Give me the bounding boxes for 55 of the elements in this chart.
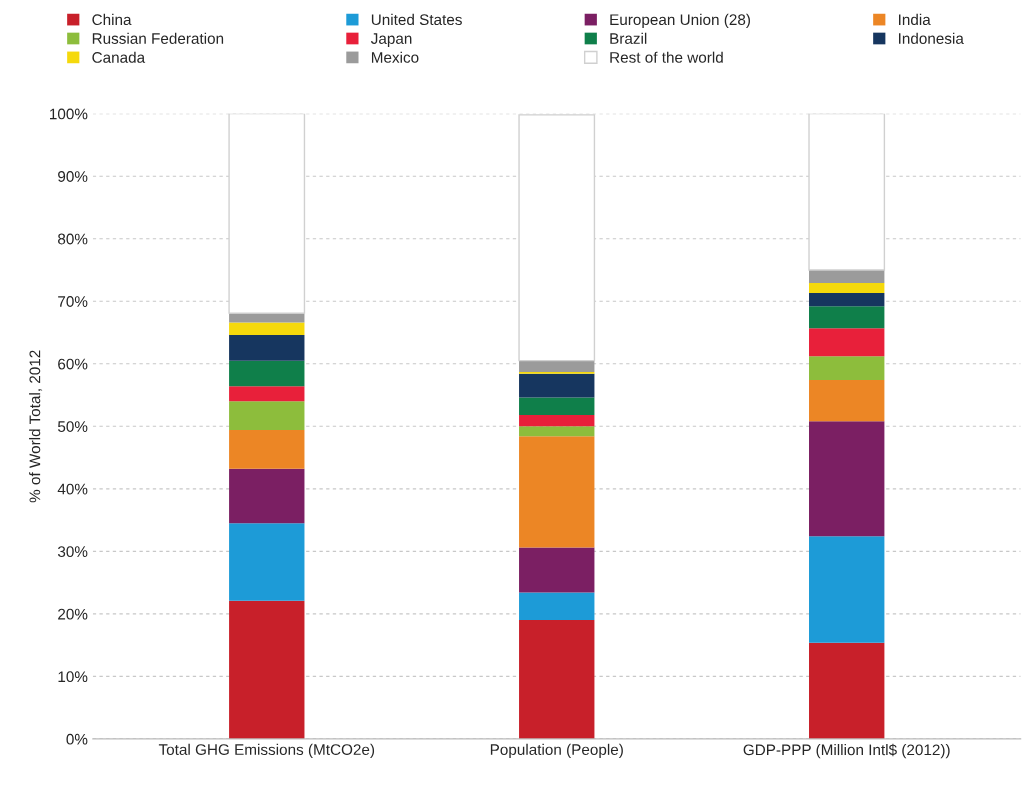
bar: [519, 436, 595, 548]
bar: [809, 306, 885, 329]
y-tick-label: 100%: [50, 108, 88, 120]
bar: [229, 322, 305, 336]
y-tick-label: 70%: [58, 296, 88, 307]
y-tick-label: 0%: [66, 733, 88, 745]
x-tick-label: GDP-PPP (Million Intl$ (2012)): [743, 743, 950, 759]
legend-label: China: [92, 13, 132, 26]
bar: [809, 642, 885, 739]
bar: [519, 547, 595, 593]
bar: [229, 600, 305, 739]
bar: [809, 421, 885, 537]
bar: [519, 620, 595, 739]
legend-label: Canada: [92, 51, 146, 63]
legend-label: Brazil: [610, 32, 647, 44]
legend-label: Russian Federation: [92, 32, 224, 44]
bar: [519, 426, 595, 437]
bar: [809, 269, 885, 284]
bar: [519, 360, 595, 372]
bar: [229, 401, 305, 431]
bar: [809, 283, 885, 294]
bar: [229, 313, 305, 323]
bar: [519, 415, 595, 427]
bar: [519, 397, 595, 416]
bar: [229, 335, 305, 361]
legend-label: Japan: [370, 33, 412, 47]
bar: [229, 468, 305, 524]
bar: [519, 592, 595, 621]
y-tick-label: 50%: [57, 421, 88, 432]
bar: [809, 293, 885, 307]
y-tick-label: 20%: [58, 608, 88, 620]
bar: [229, 430, 305, 469]
x-tick-label: Total GHG Emissions (MtCO2e): [158, 743, 375, 759]
bar: [519, 373, 595, 398]
legend-label: European Union (28): [610, 13, 750, 29]
bar: [809, 356, 885, 381]
legend-label: Rest of the world: [610, 51, 723, 63]
y-tick-label: 30%: [57, 546, 88, 558]
bar: [809, 328, 885, 357]
bar: [229, 386, 305, 402]
legend-label: Indonesia: [899, 32, 964, 44]
bar: [809, 536, 885, 643]
y-tick-label: 80%: [58, 233, 88, 245]
y-tick-label: 40%: [57, 483, 88, 495]
y-tick-label: 90%: [58, 171, 88, 182]
legend-label: United States: [371, 13, 462, 26]
y-axis-title: % of World Total, 2012: [29, 350, 43, 503]
y-tick-label: 10%: [58, 671, 88, 683]
x-tick-label: Population (People): [490, 743, 623, 759]
legend-label: Mexico: [371, 51, 419, 63]
bar: [229, 360, 305, 387]
legend-label: India: [899, 13, 931, 26]
y-tick-label: 60%: [58, 358, 88, 370]
bar: [229, 523, 305, 601]
bar: [809, 380, 885, 422]
